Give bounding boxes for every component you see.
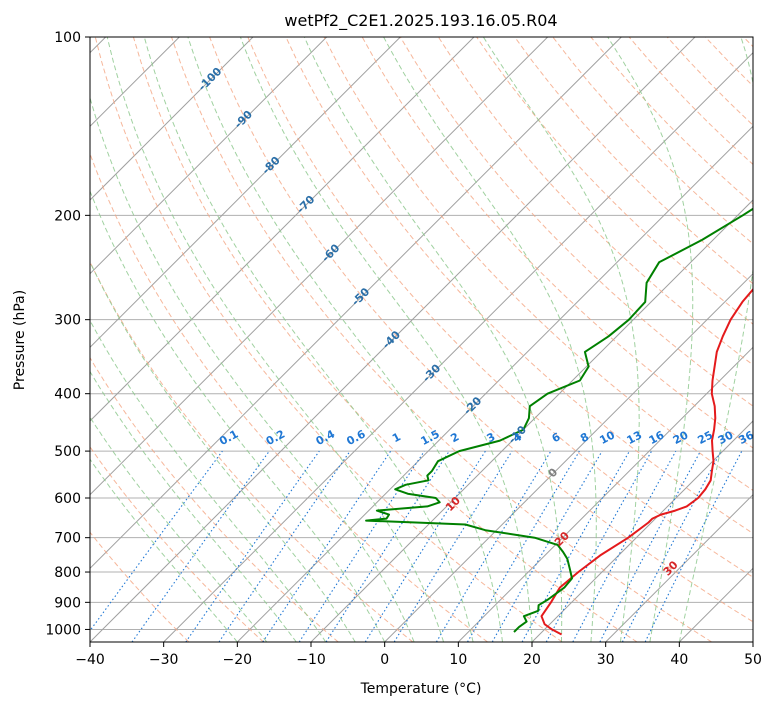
mixing-ratio-line <box>90 450 223 632</box>
isotherm-line <box>90 37 328 275</box>
dry-adiabat-line <box>323 37 753 491</box>
dry-adiabat-line <box>514 37 753 285</box>
mixing-ratio-line <box>572 450 677 642</box>
y-tick-label: 100 <box>54 30 81 46</box>
mixing-ratio-label: 16 <box>647 428 667 447</box>
moist-adiabat-line <box>90 189 386 642</box>
moist-adiabat-line <box>106 37 445 642</box>
temperature-line <box>540 287 753 636</box>
dry-adiabat-line <box>247 37 753 578</box>
sounding-series <box>365 207 753 636</box>
mixing-ratio-line <box>262 450 392 642</box>
mixing-ratio-line <box>325 450 450 642</box>
moist-adiabat-line <box>90 260 356 642</box>
mixing-ratio-line <box>393 450 513 642</box>
mixing-ratio-label: 10 <box>597 428 617 447</box>
isotherm-line <box>605 493 753 642</box>
dry-adiabat-line <box>209 37 753 623</box>
dry-adiabat-line <box>285 37 753 535</box>
isotherm-line <box>90 37 401 349</box>
isotherm-lines <box>90 37 753 642</box>
x-tick-label: −30 <box>149 652 179 668</box>
isotherm-line <box>236 125 753 642</box>
y-tick-label: 400 <box>54 387 81 403</box>
mixing-ratio-label: 36 <box>736 428 756 447</box>
moist-adiabat-line <box>187 37 503 642</box>
dry-adiabat-line <box>132 37 638 642</box>
isotherm-line <box>384 272 753 642</box>
mixing-ratio-line <box>521 450 630 642</box>
y-axis-ticks: 100 200 300 400 500 600 700 800 900 1000 <box>45 30 90 638</box>
mixing-ratio-label: 20 <box>671 428 691 447</box>
moist-adiabat-line <box>143 37 474 642</box>
dry-adiabat-line <box>94 37 563 642</box>
moist-adiabat-line <box>303 37 563 642</box>
dry-adiabat-line <box>90 531 190 642</box>
x-axis-title: Temperature (°C) <box>360 681 482 697</box>
dry-adiabat-line <box>437 37 753 366</box>
mixing-ratio-line <box>298 450 425 642</box>
y-tick-label: 900 <box>54 595 81 611</box>
pressure-gridlines <box>90 37 753 630</box>
isotherm-line <box>90 37 549 496</box>
mixing-ratio-label: 30 <box>716 428 736 447</box>
y-tick-label: 600 <box>54 491 81 507</box>
y-tick-label: 500 <box>54 444 81 460</box>
mixing-ratio-label: 25 <box>695 428 715 447</box>
mixing-ratio-line <box>218 450 351 642</box>
dry-adiabat-line <box>171 37 712 642</box>
mixing-ratio-line <box>185 450 320 642</box>
chart-title: wetPf2_C2E1.2025.193.16.05.R04 <box>284 11 557 31</box>
x-tick-label: −10 <box>296 652 326 668</box>
isotherm-line <box>90 37 622 570</box>
dry-adiabat-line <box>399 37 753 407</box>
moist-adiabat-lines <box>90 37 753 642</box>
isotherm-line <box>90 37 254 201</box>
moist-adiabat-line <box>607 37 694 642</box>
dry-adiabat-line <box>90 446 264 642</box>
y-tick-label: 800 <box>54 565 81 581</box>
moist-adiabat-line <box>90 319 327 642</box>
mixing-ratio-label: 13 <box>625 428 645 447</box>
dry-adiabat-lines <box>90 37 753 642</box>
x-tick-label: 30 <box>597 652 615 668</box>
moist-adiabat-line <box>90 458 238 642</box>
dry-adiabat-line <box>90 356 339 642</box>
dewpoint-line <box>365 207 753 633</box>
x-tick-label: 10 <box>449 652 467 668</box>
moist-adiabat-line <box>482 37 640 642</box>
x-tick-label: −20 <box>223 652 253 668</box>
y-tick-label: 200 <box>54 208 81 224</box>
x-axis-ticks: −40 −30 −20 −10 0 10 20 30 40 50 <box>75 642 762 668</box>
isotherm-line <box>90 37 475 422</box>
x-tick-label: 50 <box>744 652 762 668</box>
y-tick-label: 700 <box>54 531 81 547</box>
x-tick-label: 40 <box>670 652 688 668</box>
isotherm-line <box>90 37 696 642</box>
y-tick-label: 1000 <box>45 622 81 638</box>
mixing-ratio-lines <box>90 450 743 642</box>
moist-adiabat-line <box>90 416 268 642</box>
plot-frame <box>89 36 754 643</box>
moist-adiabat-line <box>239 37 533 642</box>
moist-adiabat-line <box>678 37 753 642</box>
y-axis-title: Pressure (hPa) <box>12 290 28 390</box>
isotherm-line <box>531 420 753 642</box>
dry-adiabat-line <box>361 37 753 449</box>
moist-adiabat-line <box>383 37 597 642</box>
x-tick-label: 0 <box>380 652 389 668</box>
dry-adiabat-line <box>90 152 488 642</box>
isotherm-line <box>163 51 753 642</box>
y-tick-label: 300 <box>54 313 81 329</box>
mixing-ratio-line <box>644 450 743 642</box>
plot-area: -100-90-80-70-60-50-40-30-20-10010203040… <box>90 37 756 642</box>
x-tick-label: 20 <box>523 652 541 668</box>
x-tick-label: −40 <box>75 652 105 668</box>
mixing-ratio-line <box>131 450 270 642</box>
